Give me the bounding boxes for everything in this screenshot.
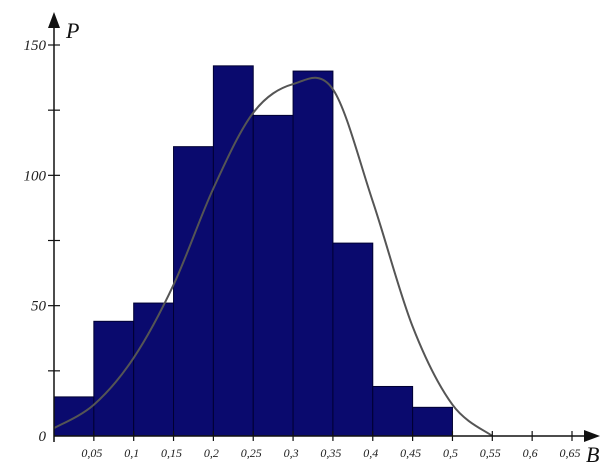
histogram-bar-10 <box>412 406 453 437</box>
histogram-bar-5 <box>212 65 254 437</box>
bars-group <box>53 65 453 437</box>
histogram-bar-8 <box>332 242 374 437</box>
x-ticks-group: 0,05 0,1 0,15 0,2 0,25 0,3 0,35 0,4 0,45 0,5 0,55 0… <box>81 431 581 460</box>
y-tick-label: 100 <box>24 168 47 184</box>
curve-group <box>53 76 493 437</box>
x-tick-label: 0,3 <box>284 446 299 460</box>
histogram-bar-4 <box>173 146 214 437</box>
histogram-bar-7 <box>292 70 334 437</box>
y-tick-label: 50 <box>31 299 47 315</box>
y-tick-label: 150 <box>24 38 47 54</box>
x-tick-label: 0,1 <box>124 446 139 460</box>
y-ticks-group: 0 50 100 150 <box>24 38 60 445</box>
x-tick-label: 0,4 <box>363 446 378 460</box>
y-axis-label: P <box>65 18 79 43</box>
histogram-bar-1 <box>53 396 95 437</box>
x-tick-label: 0,5 <box>443 446 458 460</box>
x-tick-label: 0,25 <box>241 446 262 460</box>
histogram-bar-9 <box>372 385 414 437</box>
y-axis-arrowhead <box>48 12 60 28</box>
histogram-bar-6 <box>252 114 294 437</box>
x-axis-label: B <box>586 442 599 465</box>
x-tick-label: 0,05 <box>81 446 102 460</box>
x-tick-label: 0,6 <box>523 446 538 460</box>
x-tick-label: 0,55 <box>480 446 501 460</box>
x-tick-label: 0,65 <box>560 446 581 460</box>
y-tick-label: 0 <box>39 429 47 445</box>
histogram-bar-2 <box>93 320 135 437</box>
x-tick-label: 0,15 <box>161 446 182 460</box>
x-tick-label: 0,35 <box>320 446 341 460</box>
fitted-curve <box>53 76 493 437</box>
axes-group <box>48 12 600 442</box>
x-tick-label: 0,2 <box>204 446 219 460</box>
x-axis-arrowhead <box>584 430 600 442</box>
x-tick-label: 0,45 <box>400 446 421 460</box>
